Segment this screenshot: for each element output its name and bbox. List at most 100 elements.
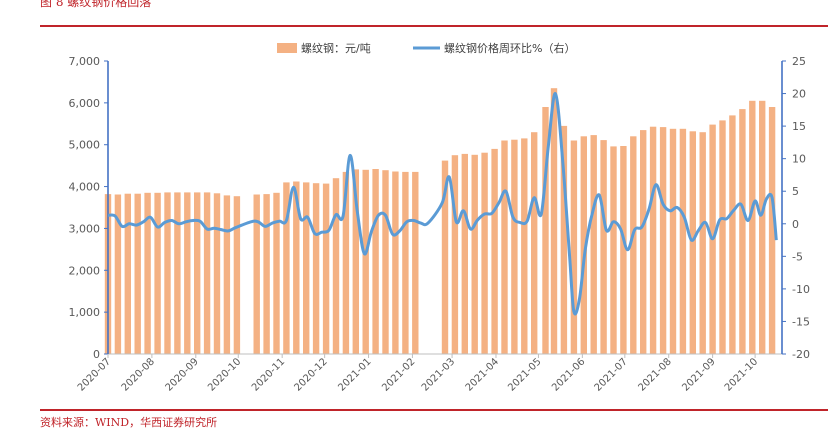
price-bar xyxy=(283,182,290,354)
price-bar xyxy=(719,120,726,355)
left-tick-label: 7,000 xyxy=(69,55,101,68)
x-tick-label: 2021-03 xyxy=(420,356,457,393)
price-bar xyxy=(649,126,657,354)
price-bar xyxy=(659,127,667,354)
wow-change-line xyxy=(107,92,778,316)
right-tick-label: 10 xyxy=(792,153,806,166)
price-bar xyxy=(729,115,736,355)
right-tick-label: -10 xyxy=(792,283,810,296)
line-series-group xyxy=(107,92,778,316)
left-tick-label: 0 xyxy=(93,348,100,361)
x-tick-label: 2021-02 xyxy=(380,356,417,393)
price-bar xyxy=(550,88,558,354)
price-bar xyxy=(203,192,211,354)
x-tick-label: 2020-07 xyxy=(76,356,113,393)
price-bar xyxy=(768,107,776,354)
right-tick-label: 5 xyxy=(792,185,799,198)
price-bar xyxy=(233,196,241,354)
left-tick-label: 6,000 xyxy=(69,97,101,110)
price-bar xyxy=(293,181,300,354)
price-bar xyxy=(511,139,518,354)
price-bar xyxy=(134,193,141,354)
price-bar xyxy=(560,125,568,355)
price-bar xyxy=(491,148,498,354)
price-bar xyxy=(174,192,181,354)
price-bar xyxy=(501,140,508,354)
price-bar xyxy=(739,109,746,354)
price-bar xyxy=(689,131,696,354)
price-bar xyxy=(303,182,310,354)
price-bar xyxy=(332,178,340,354)
price-bar xyxy=(699,132,706,354)
bottom-rule xyxy=(40,409,828,411)
figure-title: 图 8 螺纹钢价格回落 xyxy=(40,0,152,9)
x-tick-label: 2020-08 xyxy=(120,356,157,393)
price-bar xyxy=(382,170,389,354)
top-rule xyxy=(40,25,828,27)
right-tick-label: 0 xyxy=(792,218,799,231)
price-bar xyxy=(164,192,171,354)
price-bar xyxy=(669,128,677,354)
price-bar xyxy=(184,192,191,354)
price-bar xyxy=(600,140,607,354)
x-tick-label: 2021-05 xyxy=(506,356,543,393)
price-bar xyxy=(352,169,359,354)
price-bar xyxy=(481,152,488,354)
x-tick-label: 2020-12 xyxy=(292,356,329,393)
x-tick-label: 2021-06 xyxy=(550,356,587,393)
price-bar xyxy=(273,192,280,354)
price-bar xyxy=(610,146,617,354)
price-bar xyxy=(124,193,131,354)
x-tick-label: 2020-09 xyxy=(164,356,201,393)
price-bar xyxy=(223,195,231,354)
price-bar xyxy=(521,138,528,354)
x-tick-label: 2021-01 xyxy=(336,356,373,393)
price-bar xyxy=(194,192,201,354)
legend-label-bar: 螺纹钢：元/吨 xyxy=(301,41,371,55)
x-tick-label: 2021-08 xyxy=(637,356,674,393)
price-bar xyxy=(441,160,449,354)
legend-swatch-bar xyxy=(277,43,297,53)
x-tick-label: 2020-10 xyxy=(206,356,243,393)
price-bar xyxy=(749,100,756,354)
x-tick-label: 2021-10 xyxy=(723,356,760,393)
price-bar xyxy=(342,171,350,354)
price-bar xyxy=(471,154,478,354)
price-bar xyxy=(451,155,459,354)
source-note: 资料来源：WIND，华西证券研究所 xyxy=(40,416,218,429)
left-tick-label: 2,000 xyxy=(69,264,101,277)
price-bar xyxy=(542,107,549,354)
left-tick-label: 5,000 xyxy=(69,139,101,152)
price-bar xyxy=(402,171,409,354)
right-tick-label: -15 xyxy=(792,315,810,328)
price-bar xyxy=(620,146,627,354)
price-bar xyxy=(640,130,647,354)
left-tick-label: 1,000 xyxy=(69,306,101,319)
price-bar xyxy=(372,169,379,354)
price-bar xyxy=(154,192,161,354)
price-bar xyxy=(322,183,330,354)
price-bar xyxy=(679,128,687,354)
price-bar xyxy=(590,135,597,354)
price-bar xyxy=(114,194,122,354)
price-bar xyxy=(312,183,320,354)
price-bar xyxy=(461,153,468,354)
x-tick-label: 2021-07 xyxy=(593,356,630,393)
legend-label-line: 螺纹钢价格周环比%（右） xyxy=(444,41,575,55)
price-bar xyxy=(144,192,151,354)
price-bar xyxy=(570,140,578,354)
price-bar xyxy=(253,194,260,354)
price-bar xyxy=(630,136,637,354)
right-tick-label: -20 xyxy=(792,348,810,361)
price-bar xyxy=(263,194,270,354)
left-tick-label: 3,000 xyxy=(69,222,101,235)
right-tick-label: 20 xyxy=(792,88,806,101)
x-tick-label: 2021-04 xyxy=(464,356,501,393)
price-bar xyxy=(580,136,587,354)
legend: 螺纹钢：元/吨 螺纹钢价格周环比%（右） xyxy=(277,41,575,55)
right-tick-label: -5 xyxy=(792,250,803,263)
price-bar xyxy=(392,171,399,354)
price-bar xyxy=(759,100,766,354)
x-tick-label: 2021-09 xyxy=(680,356,717,393)
